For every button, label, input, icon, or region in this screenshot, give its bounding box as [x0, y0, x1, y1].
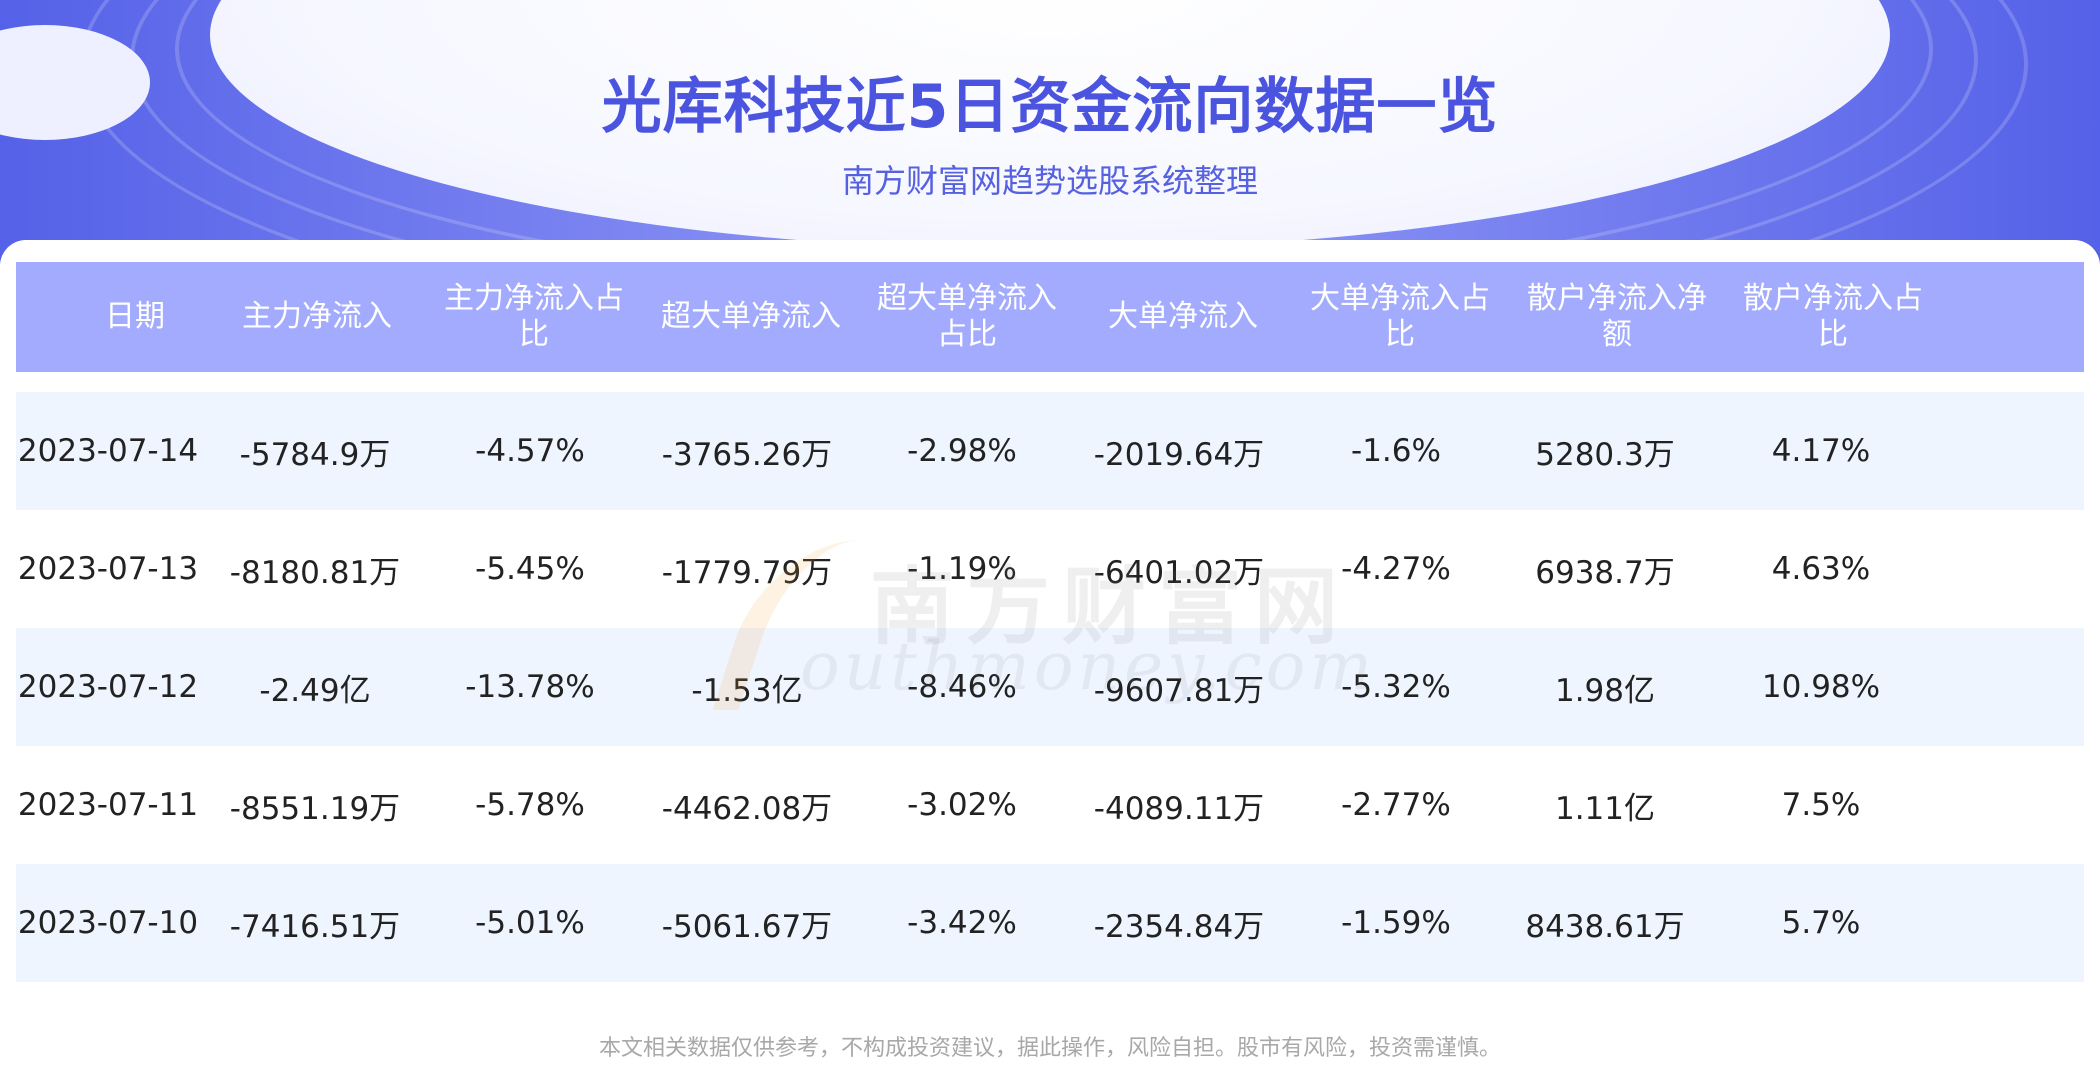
- cell-super-ratio: -3.02%: [907, 787, 1017, 823]
- footer-disclaimer: 本文相关数据仅供参考，不构成投资建议，据此操作，风险自担。股市有风险，投资需谨慎…: [598, 1036, 1501, 1061]
- table-row: 2023-07-13 -8180.81万 -5.45% -1779.79万 -1…: [16, 510, 2084, 628]
- cell-retail-ratio: 5.7%: [1781, 905, 1861, 941]
- cell-main-ratio: -4.57%: [475, 433, 585, 469]
- cell-main-inflow: -8551.19万: [229, 790, 401, 827]
- cell-large-inflow: -4089.11万: [1093, 790, 1265, 827]
- cell-large-ratio: -4.27%: [1341, 551, 1451, 587]
- cell-retail-inflow: 8438.61万: [1525, 908, 1685, 945]
- cell-super-ratio: -8.46%: [907, 669, 1017, 705]
- table-body: 2023-07-14 -5784.9万 -4.57% -3765.26万 -2.…: [16, 392, 2084, 982]
- cell-super-inflow: -4462.08万: [661, 790, 833, 827]
- cell-main-ratio: -13.78%: [465, 669, 595, 705]
- cell-super-ratio: -2.98%: [907, 433, 1017, 469]
- cell-super-inflow: -5061.67万: [661, 908, 833, 945]
- cell-large-inflow: -6401.02万: [1093, 554, 1265, 591]
- cell-retail-inflow: 1.98亿: [1554, 672, 1656, 709]
- cell-super-inflow: -3765.26万: [661, 436, 833, 473]
- cell-retail-ratio: 10.98%: [1761, 669, 1881, 705]
- cell-retail-ratio: 4.63%: [1771, 551, 1871, 587]
- cell-main-ratio: -5.78%: [475, 787, 585, 823]
- page-title: 光库科技近5日资金流向数据一览: [601, 72, 1499, 142]
- header-retail-ratio: 散户净流入占比: [1743, 281, 1923, 352]
- header-main-inflow: 主力净流入: [242, 299, 392, 334]
- cell-large-ratio: -1.6%: [1351, 433, 1441, 469]
- cell-retail-inflow: 5280.3万: [1535, 436, 1675, 473]
- header-super-ratio: 超大单净流入占比: [877, 281, 1057, 352]
- cell-retail-inflow: 1.11亿: [1554, 790, 1656, 827]
- cell-main-ratio: -5.01%: [475, 905, 585, 941]
- table-row: 2023-07-12 -2.49亿 -13.78% -1.53亿 -8.46% …: [16, 628, 2084, 746]
- cell-retail-inflow: 6938.7万: [1535, 554, 1675, 591]
- cell-main-inflow: -5784.9万: [239, 436, 391, 473]
- header-large-ratio: 大单净流入占比: [1310, 281, 1490, 352]
- cell-super-inflow: -1779.79万: [661, 554, 833, 591]
- header-main-ratio: 主力净流入占比: [444, 281, 624, 352]
- cell-super-ratio: -3.42%: [907, 905, 1017, 941]
- cell-date: 2023-07-13: [17, 551, 199, 587]
- cell-retail-ratio: 7.5%: [1781, 787, 1861, 823]
- cell-date: 2023-07-12: [17, 669, 199, 705]
- table-header: 日期 主力净流入 主力净流入占比 超大单净流入 超大单净流入占比 大单净流入 大…: [16, 262, 2084, 372]
- header-super-inflow: 超大单净流入: [661, 299, 841, 334]
- cell-large-ratio: -5.32%: [1341, 669, 1451, 705]
- cell-large-inflow: -2019.64万: [1093, 436, 1265, 473]
- header-date: 日期: [105, 299, 165, 334]
- cell-large-ratio: -2.77%: [1341, 787, 1451, 823]
- table-row: 2023-07-11 -8551.19万 -5.78% -4462.08万 -3…: [16, 746, 2084, 864]
- header-retail-inflow: 散户净流入净额: [1527, 281, 1707, 352]
- cell-main-inflow: -7416.51万: [229, 908, 401, 945]
- cell-date: 2023-07-10: [17, 905, 199, 941]
- cell-date: 2023-07-11: [17, 787, 199, 823]
- cell-super-inflow: -1.53亿: [691, 672, 803, 709]
- cell-main-ratio: -5.45%: [475, 551, 585, 587]
- cell-large-inflow: -9607.81万: [1093, 672, 1265, 709]
- page-subtitle: 南方财富网趋势选股系统整理: [841, 162, 1258, 200]
- cell-main-inflow: -2.49亿: [259, 672, 371, 709]
- header-large-inflow: 大单净流入: [1108, 299, 1258, 334]
- table-row: 2023-07-10 -7416.51万 -5.01% -5061.67万 -3…: [16, 864, 2084, 982]
- cell-main-inflow: -8180.81万: [229, 554, 401, 591]
- cell-super-ratio: -1.19%: [907, 551, 1017, 587]
- table-row: 2023-07-14 -5784.9万 -4.57% -3765.26万 -2.…: [16, 392, 2084, 510]
- cell-retail-ratio: 4.17%: [1771, 433, 1871, 469]
- cell-large-ratio: -1.59%: [1341, 905, 1451, 941]
- cell-date: 2023-07-14: [17, 433, 199, 469]
- cell-large-inflow: -2354.84万: [1093, 908, 1265, 945]
